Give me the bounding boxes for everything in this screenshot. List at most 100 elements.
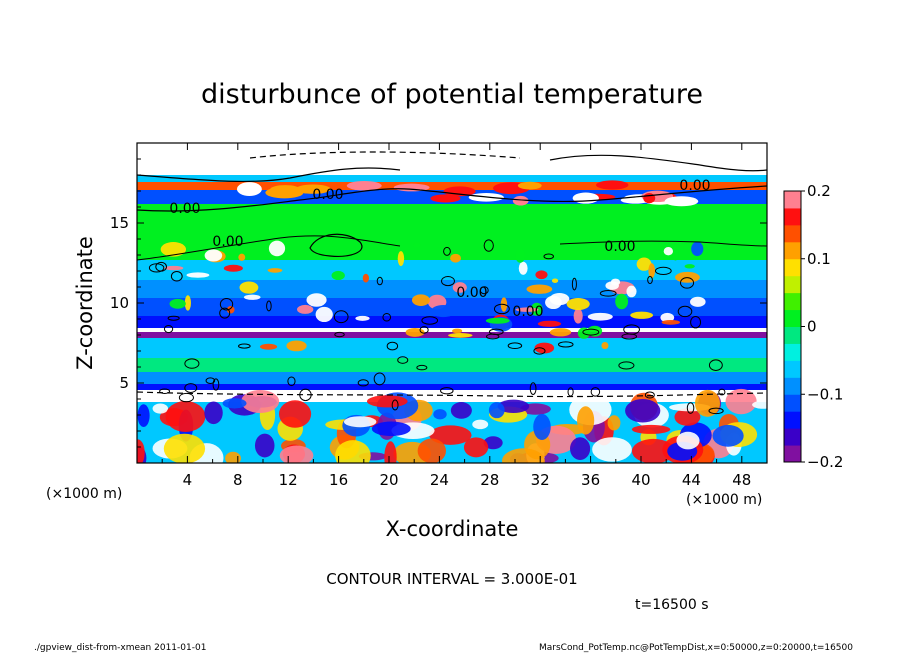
disturbance-cell <box>411 294 430 307</box>
disturbance-cell <box>259 343 278 350</box>
contour-ring <box>677 305 693 318</box>
disturbance-cell <box>279 400 312 428</box>
x-tick-label: 24 <box>430 471 449 489</box>
band <box>137 390 767 402</box>
disturbance-cell <box>636 257 652 271</box>
contour-ring <box>238 343 251 349</box>
contour-ring <box>391 399 399 411</box>
band <box>137 328 767 332</box>
disturbance-cell <box>631 424 671 434</box>
disturbance-cell <box>268 240 286 257</box>
disturbance-cell <box>587 312 613 321</box>
disturbance-cell <box>690 296 706 307</box>
x-tick-label: 4 <box>183 471 193 489</box>
contour-label: 0.00 <box>679 178 710 194</box>
disturbance-cell <box>315 306 333 323</box>
disturbance-cell <box>452 282 467 293</box>
disturbance-cell <box>238 253 246 261</box>
contour-ring <box>266 300 272 312</box>
disturbance-cell <box>643 193 656 204</box>
x-axis-unit: (×1000 m) <box>686 492 762 508</box>
contour-ring <box>440 387 454 395</box>
disturbance-cell <box>137 439 145 463</box>
disturbance-cell <box>297 304 314 314</box>
colorbar-swatch <box>784 360 801 378</box>
disturbance-cell <box>165 401 206 432</box>
colorbar-tick-label: −0.1 <box>807 385 843 403</box>
disturbance-cell <box>691 241 704 257</box>
contour-line <box>137 167 401 183</box>
disturbance-cell <box>592 437 632 462</box>
disturbance-cell <box>204 401 223 425</box>
y-tick-label: 5 <box>119 374 129 392</box>
contour-ring <box>416 364 428 371</box>
disturbance-cell <box>362 273 369 283</box>
x-tick-label: 32 <box>531 471 550 489</box>
colorbar-swatch <box>784 343 801 361</box>
disturbance-cell <box>254 433 275 458</box>
disturbance-cell <box>397 251 405 267</box>
contour-ring <box>219 307 231 319</box>
disturbance-cell <box>295 184 331 194</box>
y-axis-unit: (×1000 m) <box>46 486 122 502</box>
disturbance-cell <box>366 395 408 408</box>
contour-label: 0.00 <box>456 285 487 301</box>
disturbance-cell <box>517 181 542 190</box>
disturbance-cell <box>551 278 559 283</box>
disturbance-cell <box>725 388 757 415</box>
colorbar-tick-label: 0.2 <box>807 182 831 200</box>
disturbance-cell <box>286 340 307 352</box>
disturbance-cell <box>573 308 583 324</box>
x-tick-label: 8 <box>233 471 243 489</box>
band <box>137 280 767 298</box>
contour-ring <box>493 303 510 315</box>
contour-ring <box>184 358 200 369</box>
disturbance-cell <box>270 185 301 194</box>
colorbar-tick-label: 0 <box>807 318 817 336</box>
band <box>137 182 767 190</box>
disturbance-cell <box>163 433 206 463</box>
disturbance-cell <box>549 292 570 306</box>
disturbance-cell <box>450 253 461 263</box>
contour-label: 0.00 <box>512 304 543 320</box>
x-tick-label: 36 <box>581 471 600 489</box>
colorbar-tick-label: 0.1 <box>807 250 831 268</box>
disturbance-cell <box>450 402 472 419</box>
disturbance-cell <box>518 261 528 275</box>
contour-interval: CONTOUR INTERVAL = 3.000E-01 <box>326 570 577 588</box>
colorbar-swatch <box>784 241 801 260</box>
contour-ring <box>441 276 455 287</box>
band <box>137 384 767 390</box>
colorbar-swatch <box>784 207 801 226</box>
disturbance-cell <box>626 285 637 298</box>
disturbance-cell <box>615 293 629 310</box>
contour-ring <box>647 275 653 285</box>
colorbar-tick-label: −0.2 <box>807 453 843 471</box>
contour-ring <box>212 378 220 391</box>
disturbance-cell <box>226 306 235 314</box>
disturbance-cell <box>343 416 377 428</box>
disturbance-cell <box>431 304 456 318</box>
disturbance-cell <box>572 192 599 204</box>
colorbar-swatch <box>784 275 801 294</box>
disturbance-cell <box>631 438 675 463</box>
disturbance-cell <box>752 400 767 409</box>
disturbance-cell <box>497 399 530 414</box>
x-axis-label: X-coordinate <box>386 517 519 541</box>
contour-line <box>309 233 363 257</box>
time-stamp: t=16500 s <box>635 597 709 613</box>
disturbance-cell <box>169 298 186 309</box>
disturbance-cell <box>417 438 446 463</box>
disturbance-cell <box>243 294 261 300</box>
band <box>137 338 767 358</box>
x-tick-label: 48 <box>732 471 751 489</box>
contour-ring <box>397 356 409 364</box>
contour-line <box>137 391 767 398</box>
contour-ring <box>558 341 574 348</box>
contour-ring <box>287 376 296 387</box>
contour-ring <box>590 387 601 397</box>
disturbance-cell <box>566 298 590 311</box>
contour-line <box>137 235 401 261</box>
contour-labels: 0.00 0.00 0.00 0.00 0.00 0.00 0.00 <box>169 178 710 320</box>
x-tick-label: 12 <box>279 471 298 489</box>
